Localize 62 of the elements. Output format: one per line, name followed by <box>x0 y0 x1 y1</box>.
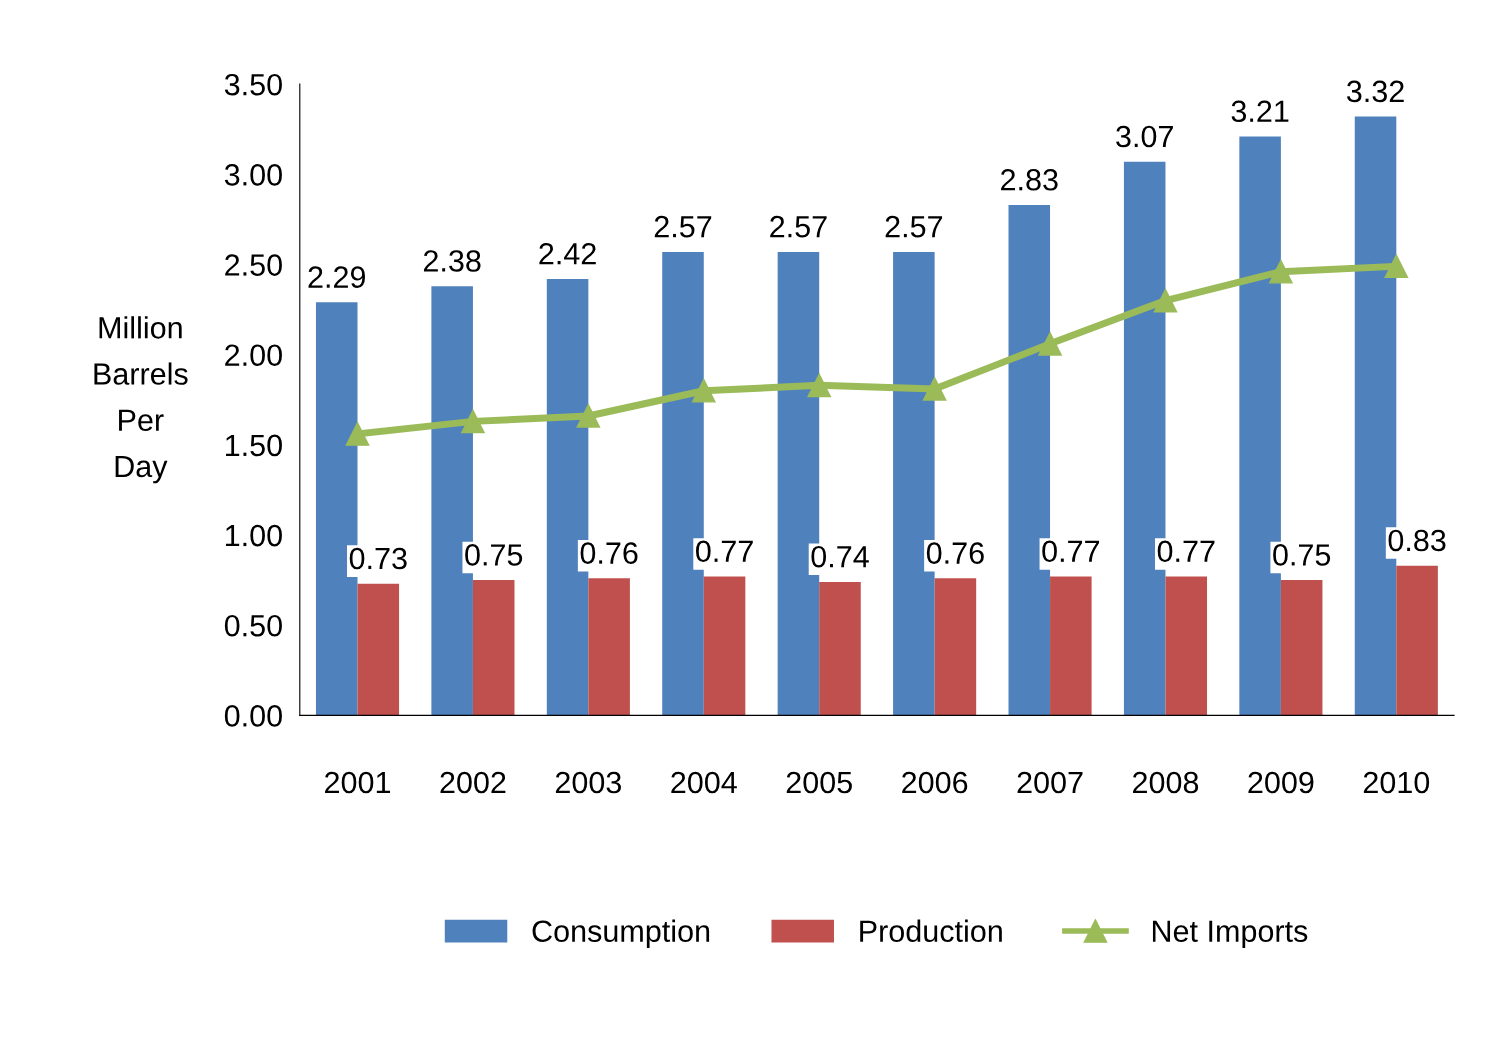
y-tick-label: 1.00 <box>226 524 282 547</box>
x-tick-label: 2009 <box>1248 771 1314 794</box>
bar <box>1165 576 1208 716</box>
point <box>1384 254 1409 279</box>
bar <box>357 583 400 716</box>
data-label: 3.21 <box>1231 100 1289 123</box>
data-label: 2.83 <box>1001 168 1058 191</box>
bar <box>472 580 515 716</box>
x-tick-label: 2002 <box>440 771 506 794</box>
y-tick-label: 2.00 <box>225 344 282 367</box>
point <box>461 409 485 434</box>
point <box>576 404 601 428</box>
data-label: 2.57 <box>885 215 943 238</box>
x-tick-label: 2004 <box>671 771 737 794</box>
point <box>345 422 370 446</box>
data-label: 0.77 <box>1157 540 1215 563</box>
x-tick-label: 2006 <box>902 771 968 794</box>
data-label: 0.76 <box>580 542 638 564</box>
bar <box>1280 580 1323 716</box>
x-tick-label: 2003 <box>555 771 621 794</box>
data-label: 2.57 <box>770 215 827 238</box>
x-tick-label: 2001 <box>325 771 391 794</box>
data-label: 0.74 <box>811 545 869 568</box>
point <box>1269 259 1293 284</box>
x-tick-label: 2005 <box>786 771 852 794</box>
bar <box>588 578 630 716</box>
data-label: 3.32 <box>1346 80 1404 103</box>
bar <box>934 578 977 716</box>
data-label: 2.38 <box>423 250 481 272</box>
legend-label: Consumption <box>532 919 710 949</box>
x-tick-label: 2008 <box>1133 771 1199 794</box>
data-label: 0.77 <box>1042 540 1100 563</box>
legend-label: Net Imports <box>1152 920 1308 949</box>
point <box>691 378 716 403</box>
bar <box>1396 565 1438 716</box>
y-tick-label: 3.00 <box>224 164 282 186</box>
y-axis-title: Million Barrels Per Day <box>94 316 188 484</box>
data-label: 0.75 <box>465 544 523 566</box>
bar <box>703 576 746 716</box>
data-label: 2.42 <box>539 242 596 265</box>
bar <box>1050 576 1092 716</box>
data-label: 0.75 <box>1273 544 1331 566</box>
x-tick-label: 2010 <box>1363 771 1430 794</box>
data-label: 0.77 <box>696 540 753 563</box>
y-tick-label: 2.50 <box>225 254 282 276</box>
point <box>1038 332 1062 356</box>
data-label: 2.57 <box>654 215 712 238</box>
y-tick-label: 3.50 <box>224 73 282 96</box>
y-tick-label: 0.50 <box>224 614 282 637</box>
data-label: 3.07 <box>1116 125 1173 148</box>
x-tick-label: 2007 <box>1017 771 1083 794</box>
point <box>922 377 947 401</box>
y-tick-label: 1.50 <box>226 434 282 457</box>
data-label: 0.73 <box>349 547 407 570</box>
data-label: 0.76 <box>926 542 984 564</box>
bar <box>819 581 861 716</box>
data-label: 0.83 <box>1388 529 1446 552</box>
y-tick-label: 0.00 <box>224 705 282 727</box>
point <box>1153 288 1178 313</box>
point <box>807 373 832 398</box>
legend-label: Production <box>860 919 1002 943</box>
data-label: 2.29 <box>308 266 366 288</box>
